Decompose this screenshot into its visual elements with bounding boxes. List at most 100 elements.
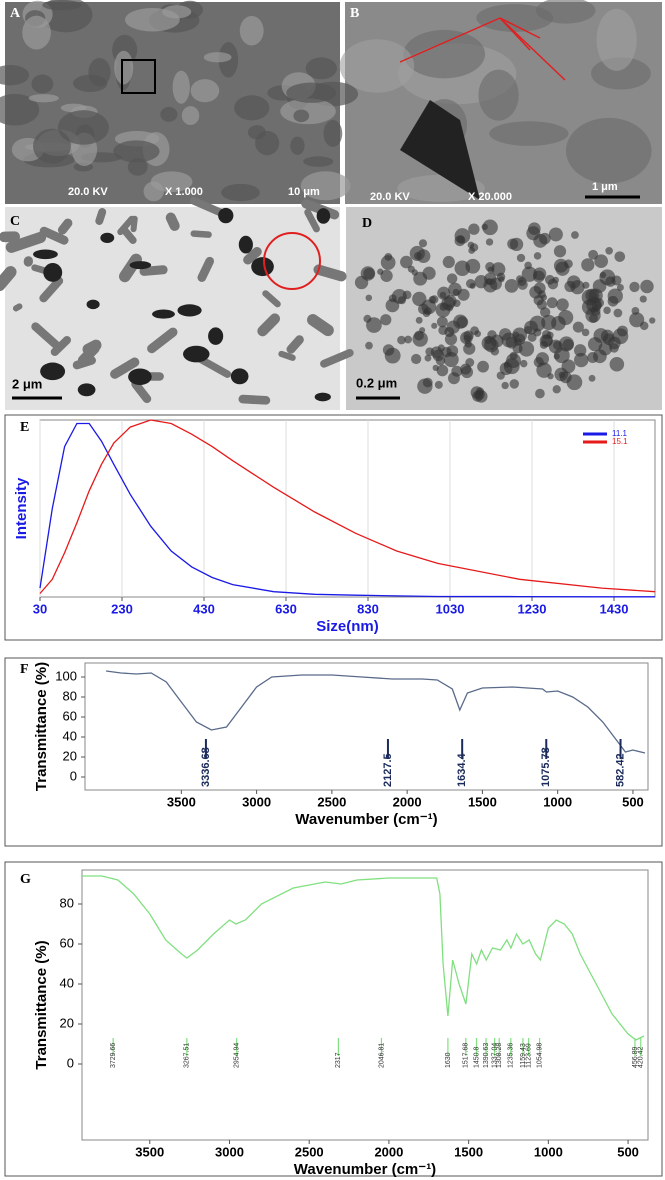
measure-lines xyxy=(399,17,566,81)
particle xyxy=(496,371,505,380)
particle xyxy=(599,269,616,286)
particle xyxy=(487,266,495,274)
panel-label: D xyxy=(362,216,372,231)
particle xyxy=(516,275,524,283)
x-tick-label: 500 xyxy=(622,794,644,809)
peak-label: 1390.63 xyxy=(483,1043,490,1068)
particle xyxy=(442,255,455,269)
particle xyxy=(629,312,645,328)
particle xyxy=(177,304,202,317)
particle xyxy=(183,345,210,363)
network xyxy=(304,208,320,233)
particle xyxy=(605,246,613,255)
panel-label: F xyxy=(20,662,29,677)
particle xyxy=(218,207,234,224)
y-axis-title: Transmittance (%) xyxy=(33,940,50,1069)
particle xyxy=(609,356,625,372)
texture xyxy=(150,171,193,193)
particle xyxy=(238,235,253,254)
particle xyxy=(380,269,393,282)
particle xyxy=(516,253,526,263)
texture xyxy=(33,128,71,164)
network xyxy=(5,231,47,253)
texture xyxy=(403,29,486,79)
particle xyxy=(33,249,58,260)
particle xyxy=(436,316,448,328)
network xyxy=(195,354,232,378)
y-tick-label: 60 xyxy=(60,935,74,950)
particle xyxy=(474,330,482,338)
x-tick-label: 1000 xyxy=(543,794,572,809)
network xyxy=(82,339,102,355)
particle xyxy=(430,346,443,359)
charts: E 30 230 430 630 830 1030 1230 1430 Size(nm) Inten… xyxy=(13,419,656,1178)
particle xyxy=(452,288,460,296)
particle xyxy=(415,316,423,324)
particle xyxy=(453,299,461,308)
y-tick-label: 80 xyxy=(63,688,77,703)
peak-label: 1159.43 xyxy=(520,1043,527,1068)
particle xyxy=(446,273,458,284)
particle xyxy=(208,327,224,345)
panel-label: E xyxy=(20,420,29,435)
peak-label: 2954.94 xyxy=(234,1043,241,1068)
panel-label: G xyxy=(20,872,31,887)
network xyxy=(190,230,212,238)
texture xyxy=(286,82,337,103)
particle xyxy=(380,255,396,270)
peak-label: 3336.68 xyxy=(200,747,212,787)
particle xyxy=(558,371,566,379)
particle xyxy=(477,360,489,373)
x-tick-label: 1000 xyxy=(534,1144,563,1159)
particle xyxy=(649,317,656,324)
network xyxy=(120,226,137,244)
particle xyxy=(77,383,96,397)
network xyxy=(131,379,152,404)
particle xyxy=(509,379,520,389)
particle xyxy=(571,231,579,239)
particle xyxy=(411,353,422,365)
panel-frame xyxy=(4,657,663,847)
texture xyxy=(160,106,178,122)
network xyxy=(278,350,296,361)
particle xyxy=(603,333,615,346)
peak-label: 1123.69 xyxy=(525,1043,532,1068)
y-tick-label: 40 xyxy=(63,728,77,743)
particle xyxy=(540,307,551,318)
particle xyxy=(524,261,532,270)
particle xyxy=(499,328,512,341)
particle xyxy=(385,298,400,313)
y-tick-label: 0 xyxy=(70,768,77,783)
particle xyxy=(412,291,427,307)
peak-label: 1337.04 xyxy=(491,1043,498,1068)
particle xyxy=(129,261,152,270)
x-tick-label: 30 xyxy=(33,601,47,616)
particle xyxy=(582,281,590,289)
particle xyxy=(521,266,538,282)
texture xyxy=(293,109,310,123)
texture xyxy=(303,156,334,167)
particle xyxy=(507,238,519,250)
panel-frame xyxy=(4,861,663,1177)
particle xyxy=(439,303,448,311)
x-tick-label: 630 xyxy=(275,601,297,616)
texture xyxy=(535,0,596,24)
peak-label: 2046.81 xyxy=(378,1043,385,1068)
network xyxy=(313,264,347,282)
texture xyxy=(565,117,652,184)
crack xyxy=(400,100,480,200)
particle xyxy=(380,314,392,326)
particle xyxy=(446,345,459,357)
x-tick-label: 230 xyxy=(111,601,133,616)
particle xyxy=(354,275,369,290)
peak-label: 420.42 xyxy=(638,1046,645,1068)
network xyxy=(39,226,69,245)
network xyxy=(238,394,271,405)
particle xyxy=(152,309,175,319)
y-tick-label: 40 xyxy=(60,975,74,990)
texture xyxy=(57,110,109,145)
network xyxy=(31,322,61,349)
particle xyxy=(541,334,553,347)
particle xyxy=(414,252,422,260)
